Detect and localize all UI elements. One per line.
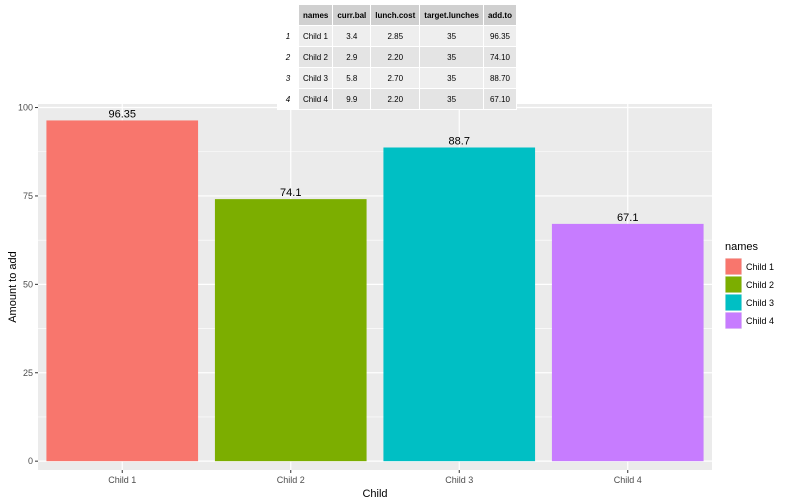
column-header: target.lunches	[419, 4, 484, 26]
bar-value-label: 67.1	[617, 212, 638, 224]
x-tick-label: Child 2	[277, 475, 305, 485]
data-table: names curr.bal lunch.cost target.lunches…	[277, 4, 517, 110]
legend-label: Child 3	[746, 298, 774, 308]
y-tick-label: 0	[28, 456, 33, 466]
bar-value-label: 88.7	[449, 135, 470, 147]
table-cell: 35	[419, 46, 484, 68]
y-tick-label: 50	[23, 279, 33, 289]
column-header: add.to	[482, 4, 517, 26]
table-cell: Child 3	[297, 67, 334, 89]
y-tick-label: 100	[18, 103, 33, 113]
bar-1	[46, 120, 199, 462]
table-header-row: names curr.bal lunch.cost target.lunches…	[277, 4, 517, 26]
table-cell: 3.4	[332, 25, 372, 47]
bar-2	[214, 199, 367, 462]
row-index: 3	[277, 67, 299, 89]
y-tick-label: 75	[23, 191, 33, 201]
table-cell: 88.70	[482, 67, 517, 89]
table-cell: 35	[419, 25, 484, 47]
table-cell: 67.10	[482, 88, 517, 110]
bar-value-label: 96.35	[108, 108, 136, 120]
table-cell: 5.8	[332, 67, 372, 89]
bars	[46, 120, 704, 462]
table-cell: Child 1	[297, 25, 334, 47]
y-axis: 0 25 50 75 100	[18, 103, 38, 466]
legend-swatch	[725, 294, 742, 311]
x-tick-label: Child 3	[445, 475, 473, 485]
table-row: 3 Child 3 5.8 2.70 35 88.70	[277, 67, 517, 89]
table-cell: 2.70	[370, 67, 421, 89]
table-corner	[277, 4, 299, 26]
table-cell: 2.20	[370, 46, 421, 68]
table-row: 2 Child 2 2.9 2.20 35 74.10	[277, 46, 517, 68]
x-axis: Child 1 Child 2 Child 3 Child 4	[108, 470, 642, 485]
legend-title: names	[725, 241, 759, 253]
x-axis-title: Child	[362, 488, 387, 500]
bar-labels: 96.35 74.1 88.7 67.1	[108, 108, 638, 223]
table-cell: Child 2	[297, 46, 334, 68]
table-cell: 2.85	[370, 25, 421, 47]
legend-swatch	[725, 312, 742, 329]
legend-label: Child 1	[746, 262, 774, 272]
y-axis-title: Amount to add	[7, 251, 19, 323]
column-header: names	[297, 4, 334, 26]
y-tick-label: 25	[23, 368, 33, 378]
bar-value-label: 74.1	[280, 187, 301, 199]
table-row: 1 Child 1 3.4 2.85 35 96.35	[277, 25, 517, 47]
x-tick-label: Child 4	[614, 475, 642, 485]
row-index: 2	[277, 46, 299, 68]
legend-swatch	[725, 276, 742, 293]
column-header: curr.bal	[332, 4, 372, 26]
row-index: 4	[277, 88, 299, 110]
column-header: lunch.cost	[370, 4, 421, 26]
x-tick-label: Child 1	[108, 475, 136, 485]
bar-4	[551, 223, 704, 462]
table-cell: 2.9	[332, 46, 372, 68]
table-row: 4 Child 4 9.9 2.20 35 67.10	[277, 88, 517, 110]
legend-swatch	[725, 258, 742, 275]
row-index: 1	[277, 25, 299, 47]
table-cell: 35	[419, 88, 484, 110]
legend-label: Child 2	[746, 280, 774, 290]
legend-label: Child 4	[746, 316, 774, 326]
table-cell: 96.35	[482, 25, 517, 47]
table-cell: 9.9	[332, 88, 372, 110]
table-cell: Child 4	[297, 88, 334, 110]
table-cell: 2.20	[370, 88, 421, 110]
legend: names Child 1 Child 2 Child 3 Child 4	[725, 241, 774, 329]
bar-3	[383, 147, 536, 462]
table-cell: 35	[419, 67, 484, 89]
table-cell: 74.10	[482, 46, 517, 68]
